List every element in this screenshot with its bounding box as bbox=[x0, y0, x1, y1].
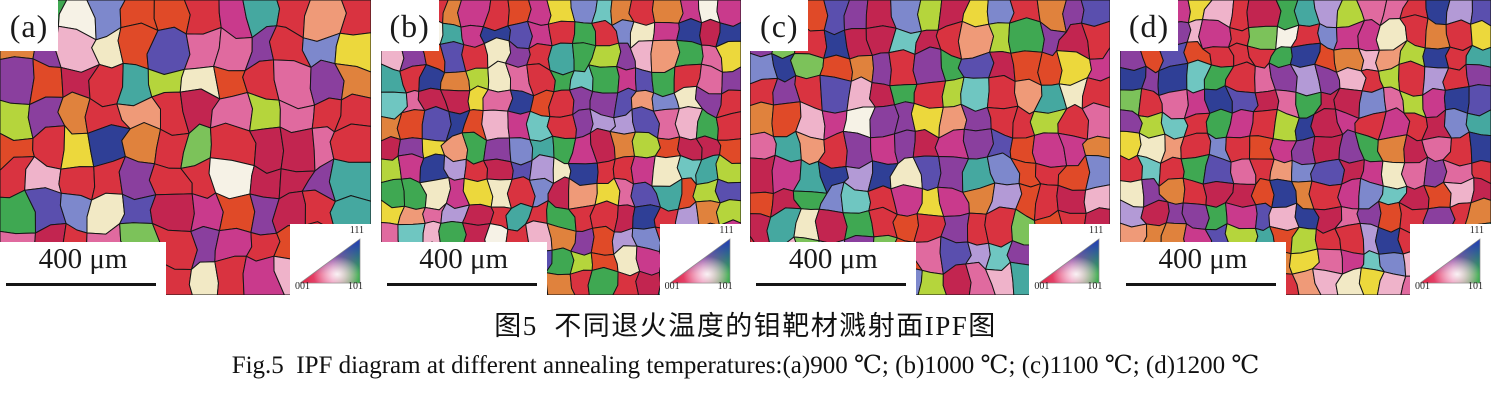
panel-label-box: (d) bbox=[1119, 0, 1178, 51]
scale-bar-group: 400 μm bbox=[380, 242, 547, 295]
scale-bar-line bbox=[1125, 283, 1276, 286]
panel-row: (a) 400 μm 111 001 101 (b) 400 μm 111 00… bbox=[0, 0, 1491, 295]
panel-label-box: (b) bbox=[380, 0, 439, 51]
ipf-panel-c: (c) 400 μm 111 001 101 bbox=[750, 0, 1111, 295]
ipf-key-101-label: 101 bbox=[348, 281, 363, 292]
ipf-color-key: 111 001 101 bbox=[1029, 224, 1111, 295]
ipf-key-101-label: 101 bbox=[717, 281, 733, 292]
scale-bar-group: 400 μm bbox=[1119, 242, 1286, 295]
ipf-key-001-label: 001 bbox=[664, 281, 680, 292]
ipf-key-101-label: 101 bbox=[1087, 281, 1103, 292]
ipf-key-111-label: 111 bbox=[349, 225, 364, 236]
ipf-panel-d: (d) 400 μm 111 001 101 bbox=[1119, 0, 1491, 295]
scale-bar-line bbox=[756, 283, 907, 286]
ebsd-micrograph-image bbox=[1119, 0, 1491, 295]
ipf-color-triangle bbox=[298, 238, 361, 284]
ipf-key-001-label: 001 bbox=[295, 281, 310, 292]
ipf-key-001-label: 001 bbox=[1414, 281, 1430, 292]
ipf-color-triangle bbox=[1418, 238, 1481, 284]
ipf-panel-b: (b) 400 μm 111 001 101 bbox=[380, 0, 741, 295]
panel-label: (d) bbox=[1128, 7, 1170, 44]
ipf-color-key: 111 001 101 bbox=[290, 224, 371, 295]
ipf-color-key: 111 001 101 bbox=[659, 224, 741, 295]
scale-bar-line bbox=[6, 283, 156, 286]
panel-label-box: (a) bbox=[0, 0, 58, 51]
ipf-panel-a: (a) 400 μm 111 001 101 bbox=[0, 0, 371, 295]
figure-caption-zh: 图5 不同退火温度的钼靶材溅射面IPF图 bbox=[494, 311, 997, 341]
panel-label: (b) bbox=[389, 7, 430, 44]
ipf-color-triangle bbox=[668, 238, 731, 284]
figure-caption-en: Fig.5 IPF diagram at different annealing… bbox=[231, 352, 1260, 379]
scale-bar-label: 400 μm bbox=[788, 243, 878, 275]
ipf-key-111-label: 111 bbox=[1469, 225, 1484, 236]
scale-bar-group: 400 μm bbox=[0, 242, 166, 295]
panel-label: (c) bbox=[760, 7, 799, 44]
panel-label-box: (c) bbox=[750, 0, 809, 51]
ipf-color-key: 111 001 101 bbox=[1409, 224, 1491, 295]
scale-bar-label: 400 μm bbox=[38, 243, 128, 275]
ipf-key-111-label: 111 bbox=[1089, 225, 1104, 236]
scale-bar-label: 400 μm bbox=[1158, 243, 1248, 275]
ipf-key-101-label: 101 bbox=[1467, 281, 1483, 292]
ipf-color-triangle bbox=[1038, 238, 1100, 284]
panel-label: (a) bbox=[9, 7, 49, 44]
scale-bar-group: 400 μm bbox=[750, 242, 917, 295]
ipf-key-111-label: 111 bbox=[719, 225, 734, 236]
ipf-key-001-label: 001 bbox=[1034, 281, 1050, 292]
scale-bar-label: 400 μm bbox=[419, 243, 509, 275]
scale-bar-line bbox=[386, 283, 537, 286]
